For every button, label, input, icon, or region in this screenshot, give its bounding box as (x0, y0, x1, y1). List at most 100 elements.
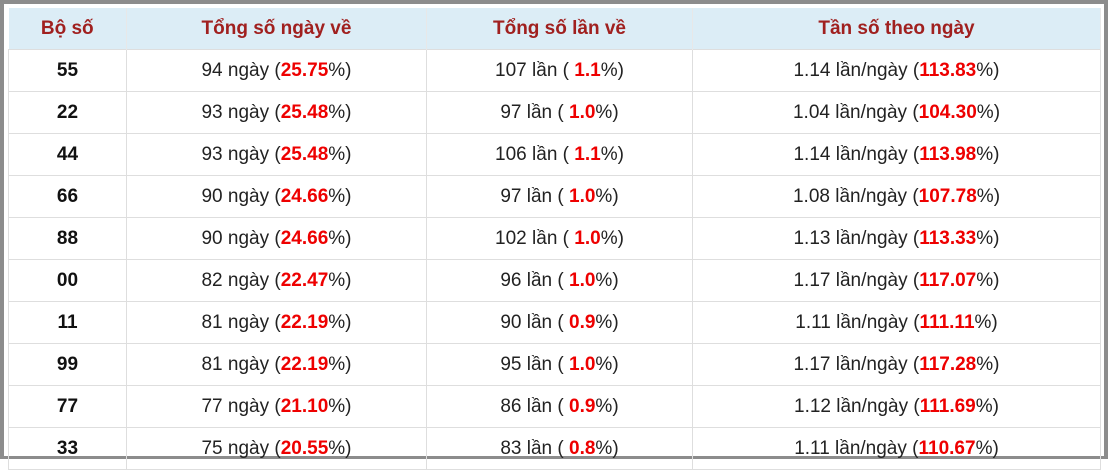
cell-text: %) (328, 437, 352, 459)
stat-cell: 93 ngày (25.48%) (126, 91, 427, 134)
number-cell: 99 (8, 343, 127, 386)
cell-text: %) (328, 101, 352, 123)
stat-cell: 1.11 lần/ngày (111.11%) (692, 301, 1101, 344)
percent-value: 1.0 (569, 353, 596, 375)
percent-value: 20.55 (280, 437, 329, 459)
percent-value: 107.78 (918, 185, 977, 207)
cell-text: 81 ngày ( (201, 311, 281, 333)
cell-text: 77 ngày ( (201, 395, 281, 417)
number-cell: 11 (8, 301, 127, 344)
stat-cell: 94 ngày (25.75%) (126, 49, 427, 92)
cell-text: 75 ngày ( (201, 437, 281, 459)
percent-value: 24.66 (280, 185, 329, 207)
cell-text: %) (976, 185, 1001, 207)
table-row: 11 81 ngày (22.19%) 90 lần ( 0.9%) 1.11 lần… (8, 301, 1101, 344)
cell-text: %) (328, 353, 352, 375)
stat-cell: 102 lần ( 1.0%) (426, 217, 693, 260)
cell-text: 90 lần ( (500, 311, 569, 333)
cell-text: %) (328, 185, 352, 207)
cell-text: %) (976, 353, 1000, 375)
header-row: Bộ số Tổng số ngày về Tổng số lần về Tần số… (8, 8, 1101, 50)
frequency-table: Bộ số Tổng số ngày về Tổng số lần về Tần số… (8, 8, 1101, 470)
percent-value: 111.11 (919, 311, 975, 333)
cell-text: %) (976, 269, 1000, 291)
cell-text: %) (328, 269, 352, 291)
cell-text: 93 ngày ( (201, 101, 281, 123)
cell-text: 1.11 lần/ngày ( (795, 311, 920, 333)
percent-value: 0.9 (569, 395, 596, 417)
stat-cell: 107 lần ( 1.1%) (426, 49, 693, 92)
cell-text: 1.04 lần/ngày ( (792, 101, 919, 123)
percent-value: 110.67 (918, 437, 976, 459)
table-row: 33 75 ngày (20.55%) 83 lần ( 0.8%) 1.11 lần… (8, 427, 1101, 470)
cell-text: %) (600, 143, 624, 165)
cell-text: %) (328, 395, 352, 417)
stat-cell: 97 lần ( 1.0%) (426, 175, 693, 218)
percent-value: 1.0 (569, 101, 596, 123)
number-cell: 66 (8, 175, 127, 218)
cell-text: 102 lần ( (495, 227, 575, 249)
percent-value: 104.30 (918, 101, 977, 123)
stat-cell: 1.08 lần/ngày (107.78%) (692, 175, 1101, 218)
stat-cell: 96 lần ( 1.0%) (426, 259, 693, 302)
stat-cell: 1.12 lần/ngày (111.69%) (692, 385, 1101, 428)
percent-value: 0.8 (569, 437, 596, 459)
number-cell: 88 (8, 217, 127, 260)
table-row: 55 94 ngày (25.75%) 107 lần ( 1.1%) 1.14 lầ… (8, 49, 1101, 92)
cell-text: 107 lần ( (495, 59, 575, 81)
header-cell: Tần số theo ngày (692, 8, 1101, 50)
stat-cell: 1.14 lần/ngày (113.83%) (692, 49, 1101, 92)
percent-value: 1.1 (574, 143, 601, 165)
number-cell: 22 (8, 91, 127, 134)
cell-text: 81 ngày ( (201, 353, 281, 375)
percent-value: 111.69 (919, 395, 976, 417)
cell-text: 106 lần ( (495, 143, 575, 165)
cell-text: %) (976, 227, 1000, 249)
stat-cell: 1.17 lần/ngày (117.07%) (692, 259, 1101, 302)
cell-text: 97 lần ( (500, 101, 569, 123)
percent-value: 1.0 (569, 269, 596, 291)
cell-text: %) (976, 59, 1000, 81)
cell-text: %) (595, 101, 619, 123)
cell-text: 1.11 lần/ngày ( (794, 437, 919, 459)
table-row: 22 93 ngày (25.48%) 97 lần ( 1.0%) 1.04 lần… (8, 91, 1101, 134)
cell-text: %) (595, 185, 619, 207)
cell-text: 95 lần ( (500, 353, 569, 375)
header-cell: Tổng số lần về (426, 8, 693, 50)
stat-cell: 75 ngày (20.55%) (126, 427, 427, 470)
percent-value: 113.33 (919, 227, 977, 249)
percent-value: 25.75 (280, 59, 329, 81)
number-cell: 55 (8, 49, 127, 92)
percent-value: 21.10 (280, 395, 329, 417)
percent-value: 1.1 (574, 59, 601, 81)
cell-text: 93 ngày ( (201, 143, 281, 165)
stat-cell: 1.17 lần/ngày (117.28%) (692, 343, 1101, 386)
cell-text: 96 lần ( (500, 269, 569, 291)
cell-text: 1.14 lần/ngày ( (793, 143, 920, 165)
number-cell: 77 (8, 385, 127, 428)
stat-cell: 93 ngày (25.48%) (126, 133, 427, 176)
cell-text: 83 lần ( (500, 437, 569, 459)
table-row: 77 77 ngày (21.10%) 86 lần ( 0.9%) 1.12 lần… (8, 385, 1101, 428)
cell-text: 90 ngày ( (201, 185, 281, 207)
stat-cell: 90 ngày (24.66%) (126, 175, 427, 218)
stat-cell: 95 lần ( 1.0%) (426, 343, 693, 386)
table-row: 99 81 ngày (22.19%) 95 lần ( 1.0%) 1.17 lần… (8, 343, 1101, 386)
percent-value: 22.19 (280, 353, 329, 375)
percent-value: 113.83 (919, 59, 977, 81)
number-cell: 44 (8, 133, 127, 176)
stat-cell: 82 ngày (22.47%) (126, 259, 427, 302)
cell-text: %) (600, 59, 624, 81)
cell-text: %) (595, 395, 619, 417)
cell-text: %) (328, 143, 352, 165)
stat-cell: 90 lần ( 0.9%) (426, 301, 693, 344)
percent-value: 25.48 (280, 101, 329, 123)
cell-text: %) (975, 395, 999, 417)
cell-text: %) (595, 269, 619, 291)
cell-text: 1.17 lần/ngày ( (793, 353, 920, 375)
table-row: 88 90 ngày (24.66%) 102 lần ( 1.0%) 1.13 lầ… (8, 217, 1101, 260)
stat-cell: 1.14 lần/ngày (113.98%) (692, 133, 1101, 176)
stat-cell: 90 ngày (24.66%) (126, 217, 427, 260)
cell-text: %) (595, 437, 619, 459)
